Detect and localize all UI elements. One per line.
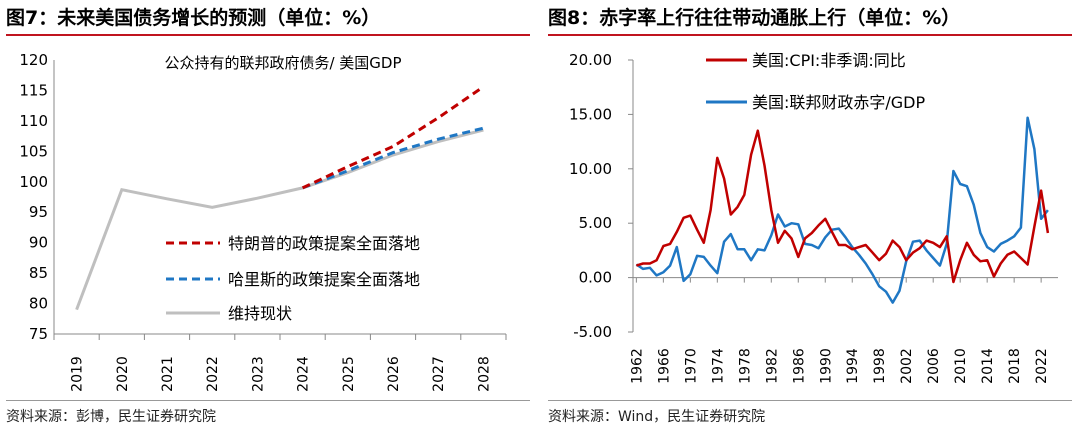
figure7-source: 资料来源：彭博，民生证券研究院 <box>6 409 216 425</box>
x-tick-label: 1974 <box>710 348 726 384</box>
figure8-title: 图8：赤字率上行往往带动通胀上行（单位：%） <box>548 7 961 29</box>
legend-label-1: 美国:联邦财政赤字/GDP <box>752 93 926 112</box>
y-tick-label: 10.00 <box>569 160 612 178</box>
figure7-title-rule <box>6 34 530 36</box>
chart-title: 公众持有的联邦政府债务/ 美国GDP <box>164 54 401 72</box>
y-tick-label: 80 <box>29 295 48 313</box>
x-tick-label: 2024 <box>296 356 312 392</box>
x-tick-label: 1998 <box>872 348 888 384</box>
x-tick-label: 2014 <box>980 348 996 384</box>
y-tick-label: -5.00 <box>573 323 612 341</box>
y-tick-label: 0.00 <box>579 269 612 287</box>
x-tick-label: 1982 <box>764 348 780 384</box>
x-tick-label: 1962 <box>629 348 645 384</box>
legend-label-1: 哈里斯的政策提案全面落地 <box>228 270 420 289</box>
x-tick-label: 1978 <box>737 348 753 384</box>
x-tick-label: 1966 <box>656 348 672 384</box>
x-tick-label: 2021 <box>160 356 176 392</box>
y-tick-label: 100 <box>19 173 48 191</box>
figure8-bottom-rule <box>548 400 1072 401</box>
figure7-title: 图7：未来美国债务增长的预测（单位：%） <box>6 7 381 29</box>
y-tick-label: 15.00 <box>569 105 612 123</box>
deficit-inflation-chart: 20.00 15.00 10.00 5.00 0.00 -5.00 1962 1966 1970… <box>569 51 1058 384</box>
y-tick-label: 20.00 <box>569 51 612 69</box>
series-line-0 <box>301 85 485 190</box>
x-tick-label: 1970 <box>683 348 699 384</box>
x-tick-label: 1986 <box>791 348 807 384</box>
x-tick-label: 1990 <box>818 348 834 384</box>
figure8-source: 资料来源：Wind，民生证券研究院 <box>548 409 766 425</box>
series-line-1 <box>302 126 484 190</box>
x-tick-label: 2010 <box>953 348 969 384</box>
x-tick-label: 2002 <box>899 348 915 384</box>
x-tick-label: 2019 <box>70 356 86 392</box>
x-tick-label: 2022 <box>205 356 221 392</box>
figure7-bottom-rule <box>6 400 530 401</box>
x-tick-label: 2023 <box>250 356 266 392</box>
x-tick-label: 2022 <box>1034 348 1050 384</box>
x-tick-label: 2027 <box>431 356 447 392</box>
y-tick-label: 90 <box>29 234 48 252</box>
y-tick-label: 95 <box>29 203 48 221</box>
x-tick-label: 2020 <box>115 356 131 392</box>
x-tick-label: 1994 <box>845 348 861 384</box>
debt-forecast-chart: 75 80 85 90 95 100 105 110 115 120 2019 2020 2021 202… <box>19 51 507 392</box>
legend-label-2: 维持现状 <box>228 304 292 323</box>
x-tick-label: 2006 <box>926 348 942 384</box>
y-tick-label: 85 <box>29 264 48 282</box>
x-tick-label: 2028 <box>476 356 492 392</box>
y-tick-label: 120 <box>19 51 48 69</box>
series-line-0 <box>636 129 1050 284</box>
y-tick-label: 110 <box>19 112 48 130</box>
x-tick-label: 2025 <box>341 356 357 392</box>
series-line-2 <box>75 128 484 311</box>
legend-label-0: 美国:CPI:非季调:同比 <box>752 51 906 70</box>
y-tick-label: 75 <box>29 325 48 343</box>
x-tick-label: 2018 <box>1007 348 1023 384</box>
series-line-1 <box>635 116 1049 304</box>
y-tick-label: 115 <box>19 81 48 99</box>
x-tick-label: 2026 <box>386 356 402 392</box>
y-tick-label: 105 <box>19 142 48 160</box>
y-tick-label: 5.00 <box>579 214 612 232</box>
figure8-title-rule <box>548 34 1072 36</box>
legend-label-0: 特朗普的政策提案全面落地 <box>228 234 420 253</box>
